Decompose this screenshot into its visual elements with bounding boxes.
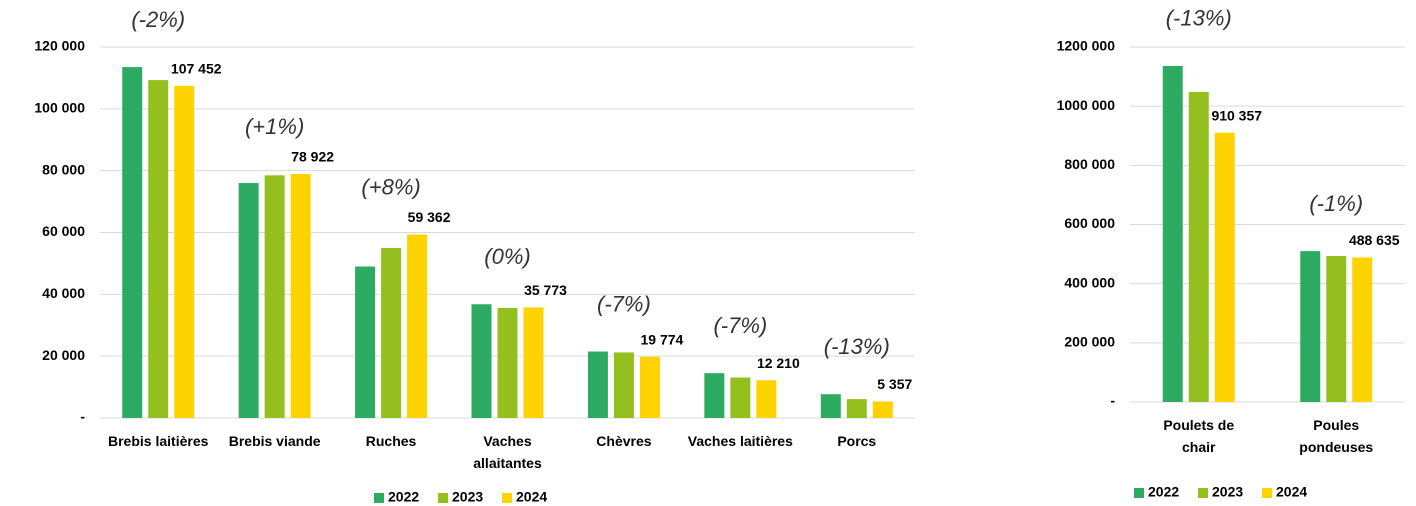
- annotation: (-7%): [713, 313, 767, 338]
- x-tick-label: Chèvres: [596, 433, 652, 449]
- y-tick-label: -: [1110, 393, 1115, 409]
- legend-swatch: [374, 493, 384, 503]
- annotation: (-13%): [824, 334, 890, 359]
- bar: [523, 307, 544, 418]
- x-tick-label: Vaches allaitantes: [473, 433, 542, 471]
- value-label: 107 452: [171, 60, 222, 76]
- value-label: 910 357: [1211, 107, 1262, 123]
- annotation: (-7%): [597, 291, 651, 316]
- y-tick-label: 1200 000: [1057, 38, 1116, 54]
- y-tick-label: -: [80, 409, 85, 425]
- bar: [587, 351, 608, 418]
- bar: [264, 175, 285, 418]
- x-tick-label: Ruches: [365, 433, 417, 449]
- value-label: 19 774: [641, 332, 684, 348]
- bar: [471, 304, 492, 418]
- x-tick-label: Vaches laitières: [687, 433, 793, 449]
- legend-label: 2022: [1148, 484, 1179, 500]
- legend-label: 2022: [388, 489, 419, 505]
- legend-label: 2023: [452, 489, 483, 505]
- x-tick-label: Porcs: [837, 433, 877, 449]
- legend-label: 2024: [1276, 484, 1307, 500]
- bar: [238, 183, 259, 418]
- y-tick-label: 800 000: [1064, 156, 1115, 172]
- y-tick-label: 100 000: [34, 100, 85, 116]
- legend-label: 2023: [1212, 484, 1243, 500]
- annotation: (-2%): [131, 7, 185, 32]
- x-tick-label: Poulets de chair: [1163, 417, 1235, 455]
- bar: [730, 377, 751, 418]
- annotation: (-1%): [1309, 191, 1363, 216]
- bar: [148, 80, 169, 418]
- legend-swatch: [1262, 488, 1272, 498]
- y-tick-label: 120 000: [34, 38, 85, 54]
- bar: [122, 67, 143, 419]
- bar: [381, 247, 402, 418]
- legend-swatch: [1198, 488, 1208, 498]
- bar: [872, 401, 893, 418]
- bar: [497, 307, 518, 418]
- value-label: 12 210: [757, 355, 800, 371]
- x-tick-label: Brebis laitières: [108, 433, 209, 449]
- value-label: 59 362: [408, 209, 451, 225]
- legend-swatch: [502, 493, 512, 503]
- bar: [756, 380, 777, 418]
- bar: [1352, 257, 1373, 402]
- annotation: (0%): [484, 244, 530, 269]
- bar: [407, 234, 428, 418]
- x-tick-label: Brebis viande: [228, 433, 321, 449]
- y-tick-label: 600 000: [1064, 215, 1115, 231]
- y-tick-label: 400 000: [1064, 274, 1115, 290]
- legend-swatch: [1134, 488, 1144, 498]
- legend-swatch: [438, 493, 448, 503]
- bar: [355, 266, 376, 418]
- annotation: (+8%): [361, 174, 420, 199]
- bar: [613, 352, 634, 418]
- legend-label: 2024: [516, 489, 547, 505]
- value-label: 5 357: [877, 376, 912, 392]
- value-label: 488 635: [1349, 232, 1400, 248]
- bar: [1162, 65, 1183, 402]
- bar: [1188, 91, 1209, 402]
- y-tick-label: 40 000: [42, 285, 85, 301]
- bar: [846, 399, 867, 418]
- bar: [820, 394, 841, 418]
- annotation: (+1%): [245, 114, 304, 139]
- bar: [1300, 251, 1321, 402]
- x-tick-label: Poules pondeuses: [1299, 417, 1374, 455]
- bar: [1326, 256, 1347, 402]
- y-tick-label: 80 000: [42, 161, 85, 177]
- bar: [290, 173, 311, 418]
- annotation: (-13%): [1166, 6, 1232, 31]
- y-tick-label: 200 000: [1064, 334, 1115, 350]
- value-label: 78 922: [291, 149, 334, 165]
- bar: [174, 85, 195, 418]
- bar: [1214, 132, 1235, 403]
- y-tick-label: 1000 000: [1057, 97, 1116, 113]
- bar: [639, 356, 660, 418]
- value-label: 35 773: [524, 282, 567, 298]
- bar: [704, 373, 725, 418]
- y-tick-label: 20 000: [42, 347, 85, 363]
- y-tick-label: 60 000: [42, 223, 85, 239]
